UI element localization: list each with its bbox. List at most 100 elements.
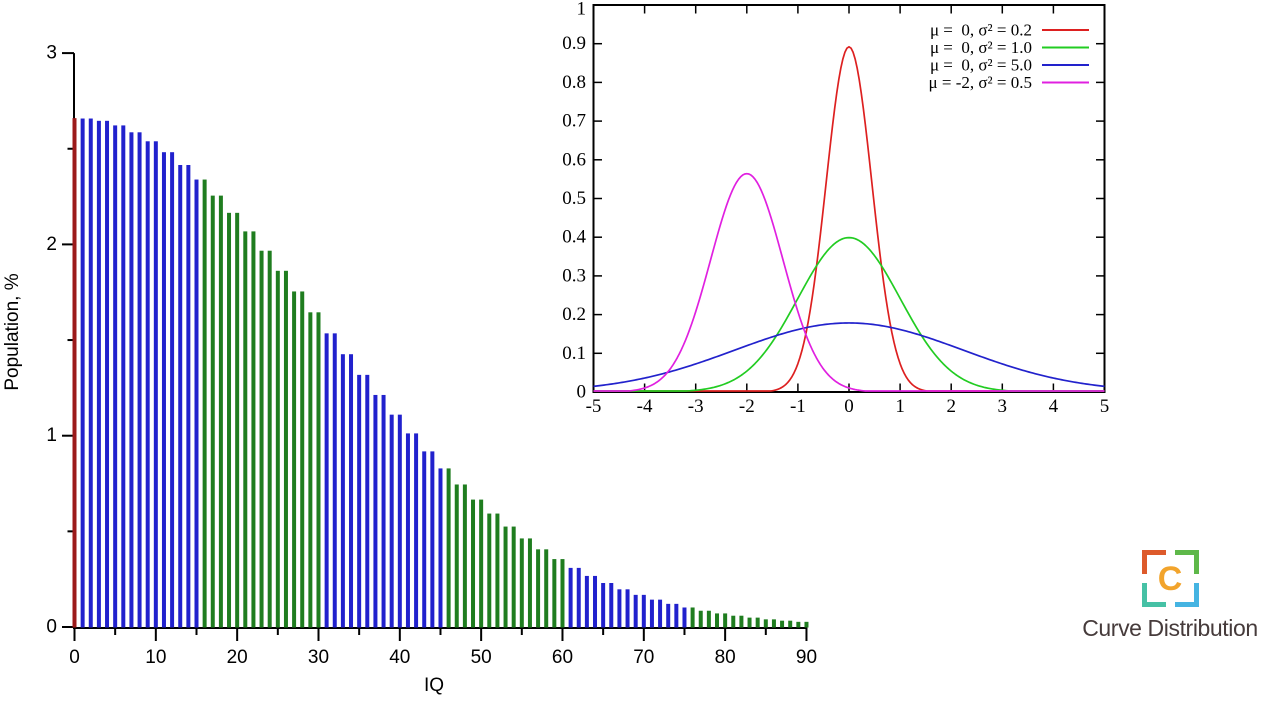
bar: [601, 583, 606, 628]
bar: [129, 132, 134, 628]
bar: [511, 526, 516, 628]
bar: [324, 333, 329, 628]
tick-label: 0.6: [562, 149, 586, 170]
tick-label: 2: [46, 234, 57, 255]
tick-label: 0.1: [562, 343, 586, 364]
bar: [243, 231, 248, 628]
bar: [438, 468, 443, 628]
bar: [145, 141, 150, 628]
bar: [178, 165, 183, 628]
bar: [235, 212, 240, 628]
bar: [80, 118, 85, 628]
bar: [576, 567, 581, 628]
tick-label: 10: [145, 647, 166, 668]
normal-distribution-pdf-inset: -5 -4 -3 -2 -1 0 1 2 3 4 5 0 0.1 0.2 0.3 0.4 0.5 0.6 0.7 0.…: [562, 0, 1109, 417]
bar: [422, 451, 427, 628]
bar: [300, 291, 305, 628]
bar: [519, 538, 524, 628]
bar: [283, 270, 288, 628]
logo-wordmark: Curve Distribution: [1082, 615, 1258, 641]
tick-label: 30: [308, 647, 329, 668]
bar: [430, 451, 435, 628]
bar: [763, 619, 768, 628]
tick-label: -2: [739, 396, 755, 417]
tick-label: 0: [844, 396, 854, 417]
tick-label: 80: [715, 647, 736, 668]
bar: [479, 499, 484, 628]
bar: [373, 394, 378, 628]
tick-label: 3: [998, 396, 1008, 417]
bar: [267, 250, 272, 628]
bar: [161, 152, 166, 628]
axes: -5 -4 -3 -2 -1 0 1 2 3 4 5 0 0.1 0.2 0.3 0.4 0.5 0.6 0.7 0.…: [562, 0, 1109, 417]
bar: [495, 513, 500, 628]
bar: [137, 132, 142, 628]
tick-label: 0.2: [562, 304, 586, 325]
legend-label: μ = 0, σ² = 1.0: [930, 38, 1032, 57]
bar: [771, 619, 776, 628]
bar: [560, 559, 565, 628]
bar: [633, 594, 638, 628]
bar: [731, 615, 736, 628]
bar: [414, 433, 419, 628]
bar: [405, 433, 410, 628]
tick-label: 0.4: [562, 227, 586, 248]
tick-label: 0: [69, 647, 80, 668]
tick-label: -1: [790, 396, 806, 417]
bars: [72, 118, 809, 628]
bar: [552, 559, 557, 628]
bar: [609, 583, 614, 628]
bar: [584, 575, 589, 628]
bar: [349, 354, 354, 628]
bar: [471, 499, 476, 628]
y-axis-title: Population, %: [2, 273, 23, 390]
bar: [194, 179, 199, 628]
bar: [357, 374, 362, 628]
bar: [593, 575, 598, 628]
bar: [88, 118, 93, 628]
tick-label: -5: [586, 396, 602, 417]
bar: [747, 617, 752, 628]
curve-series-0: [593, 45, 1105, 392]
bar: [462, 484, 467, 628]
bar: [259, 250, 264, 628]
bar: [641, 594, 646, 628]
bar: [755, 617, 760, 628]
bar: [170, 152, 175, 628]
bar: [210, 195, 215, 628]
bar: [121, 125, 126, 628]
bar: [275, 270, 280, 628]
bar: [381, 394, 386, 628]
bar: [715, 613, 720, 628]
bar: [316, 312, 321, 628]
curve-series-2: [593, 322, 1105, 388]
x-axis-title: IQ: [424, 675, 444, 696]
bar: [690, 607, 695, 628]
curves: [593, 45, 1105, 392]
logo-corner-top-left-icon: [1141, 550, 1166, 574]
bar: [153, 141, 158, 628]
tick-label: 1: [895, 396, 905, 417]
bar: [227, 212, 232, 628]
tick-label: 0.7: [562, 111, 586, 132]
curve-distribution-logo: C Curve Distribution: [1062, 550, 1278, 642]
bar: [796, 621, 801, 628]
bar: [487, 513, 492, 628]
tick-label: 60: [552, 647, 573, 668]
bar: [72, 118, 77, 628]
tick-label: 20: [227, 647, 248, 668]
legend-label: μ = 0, σ² = 0.2: [930, 21, 1032, 40]
bar: [617, 589, 622, 628]
tick-label: 4: [1049, 396, 1059, 417]
tick-label: 1: [46, 425, 57, 446]
bar: [251, 231, 256, 628]
bar: [308, 312, 313, 628]
bar: [544, 549, 549, 628]
bar: [706, 610, 711, 628]
tick-label: 0.5: [562, 188, 586, 209]
tick-label: 1: [577, 0, 587, 20]
bar: [625, 589, 630, 628]
